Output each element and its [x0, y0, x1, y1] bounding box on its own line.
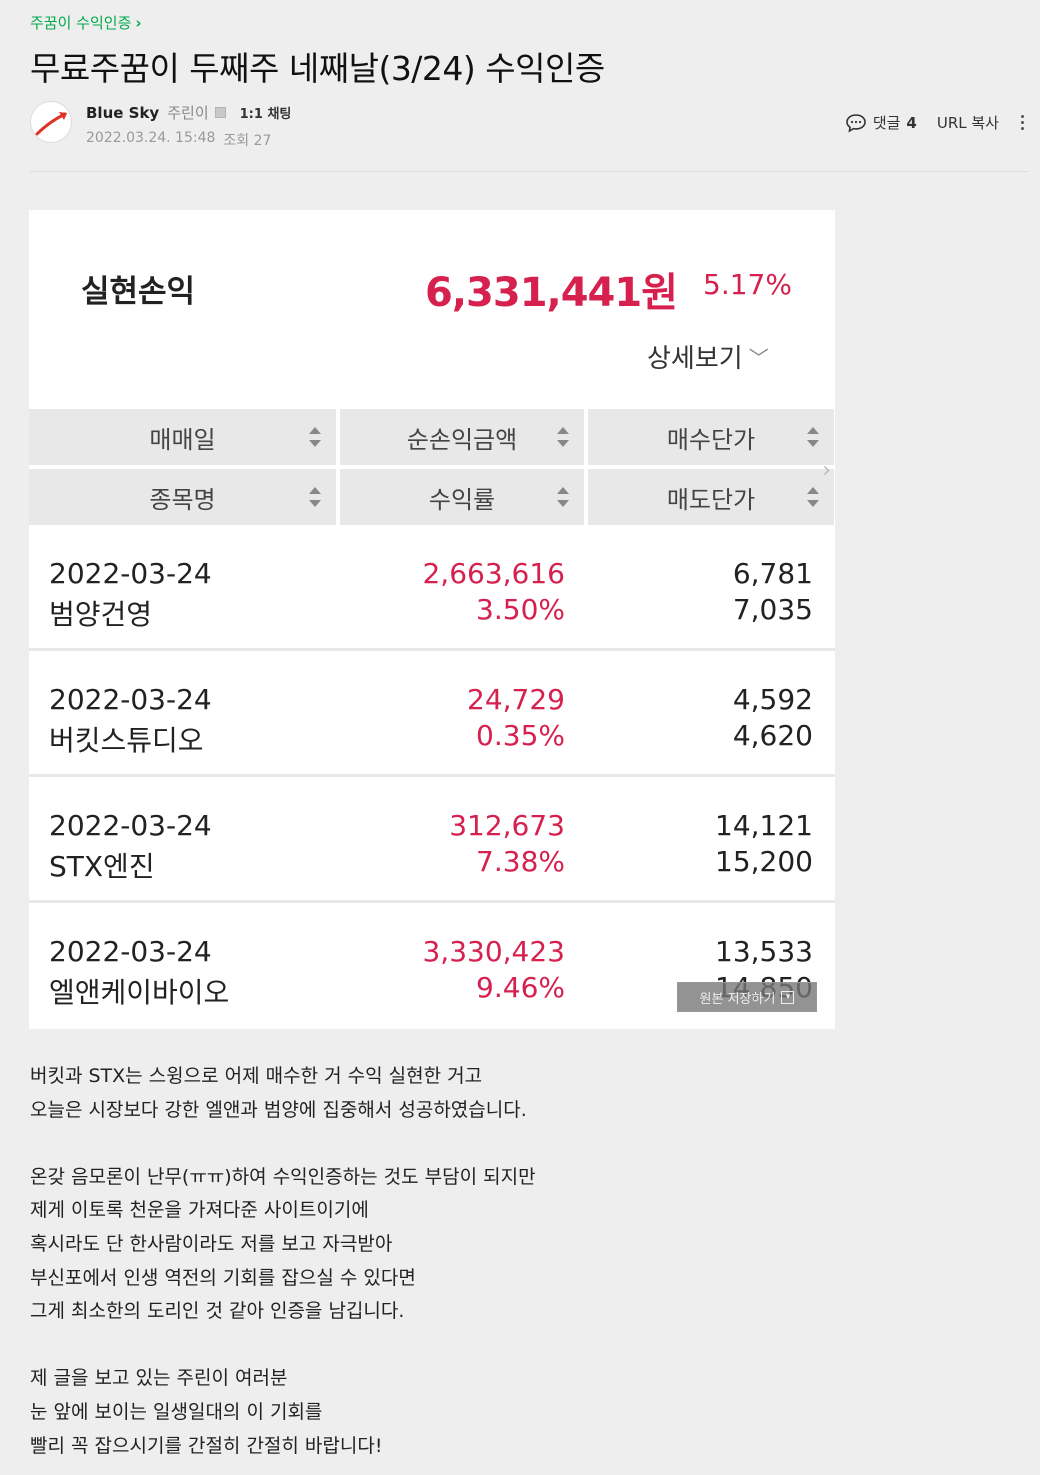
net-profit: 2,663,616 — [422, 557, 565, 590]
author-name[interactable]: Blue Sky — [86, 103, 160, 122]
sort-icon — [309, 427, 321, 447]
stock-name: 버킷스튜디오 — [49, 724, 204, 757]
net-profit: 3,330,423 — [422, 935, 565, 968]
body-line: 눈 앞에 보이는 일생일대의 이 기회를 — [30, 1400, 323, 1423]
detail-label: 상세보기 — [647, 344, 743, 374]
post-views: 조회 27 — [223, 133, 272, 149]
grade-icon — [214, 107, 226, 118]
avatar[interactable] — [30, 101, 72, 143]
body-line: 제게 이토록 천운을 가져다준 사이트이기에 — [30, 1199, 369, 1222]
table-row: 2022-03-24 STX엔진 312,673 7.38% 14,121 15… — [29, 779, 835, 903]
summary-label: 실현손익 — [81, 274, 196, 310]
sort-icon — [309, 487, 321, 507]
save-original-label: 원본 저장하기 — [699, 991, 776, 1007]
column-header: 매매일 — [29, 409, 336, 465]
profit-rate: 7.38% — [476, 845, 565, 878]
body-line: 제 글을 보고 있는 주린이 여러분 — [30, 1367, 288, 1390]
profit-rate: 9.46% — [476, 971, 565, 1004]
column-header: 수익률 — [340, 469, 584, 525]
body-line: 그게 최소한의 도리인 것 같아 인증을 남깁니다. — [30, 1300, 405, 1323]
net-profit: 312,673 — [449, 809, 565, 842]
buy-price: 6,781 — [732, 557, 813, 590]
trade-date: 2022-03-24 — [49, 557, 212, 590]
body-line: 부신포에서 인생 역전의 기회를 잡으실 수 있다면 — [30, 1266, 416, 1289]
buy-price: 13,533 — [715, 935, 813, 968]
comment-button[interactable]: 댓글 4 — [845, 112, 917, 133]
post-meta: 2022.03.24. 15:48 조회 27 — [86, 130, 271, 150]
sell-price: 15,200 — [715, 845, 813, 878]
header-row-1: 매매일 순손익금액 매수단가 — [29, 409, 835, 465]
net-profit: 24,729 — [467, 683, 565, 716]
stock-name: 엘앤케이바이오 — [49, 976, 230, 1009]
chevron-down-icon: ﹀ — [748, 346, 769, 370]
comment-count: 4 — [906, 113, 917, 132]
body-line: 오늘은 시장보다 강한 엘앤과 범양에 집중해서 성공하였습니다. — [30, 1098, 527, 1121]
sort-icon — [557, 487, 569, 507]
sell-price: 7,035 — [732, 593, 813, 626]
post-body: 버킷과 STX는 스윙으로 어제 매수한 거 수익 실현한 거고 오늘은 시장보… — [30, 1060, 830, 1463]
table-row: 2022-03-24 버킷스튜디오 24,729 0.35% 4,592 4,6… — [29, 653, 835, 777]
table-row: 2022-03-24 엘앤케이바이오 3,330,423 9.46% 13,53… — [29, 905, 835, 1029]
column-header: 순손익금액 — [340, 409, 584, 465]
header-row-2: 종목명 수익률 매도단가 — [29, 469, 835, 525]
post-title: 무료주꿈이 두째주 네째날(3/24) 수익인증 — [30, 49, 605, 88]
more-options-icon[interactable] — [1019, 115, 1026, 130]
post-date: 2022.03.24. 15:48 — [86, 130, 216, 146]
trade-date: 2022-03-24 — [49, 809, 212, 842]
comment-label: 댓글 — [872, 114, 901, 132]
board-link[interactable]: 주꿈이 수익인증 › — [30, 12, 142, 33]
detail-button: 상세보기 ﹀ — [647, 338, 769, 375]
post-tools: 댓글 4 URL 복사 — [845, 112, 1026, 133]
body-line — [30, 1329, 830, 1363]
body-line — [30, 1127, 830, 1161]
chat-button[interactable]: 1:1 채팅 — [239, 107, 292, 122]
download-icon: ▾ — [781, 990, 795, 1004]
url-copy-button[interactable]: URL 복사 — [936, 114, 999, 132]
author-row: Blue Sky 주린이 1:1 채팅 — [86, 102, 291, 123]
column-header: 매수단가 — [588, 409, 834, 465]
stock-name: 범양건영 — [49, 598, 153, 631]
body-line: 혹시라도 단 한사람이라도 저를 보고 자극받아 — [30, 1232, 393, 1255]
profit-rate: 0.35% — [476, 719, 565, 752]
buy-price: 14,121 — [715, 809, 813, 842]
sell-price: 4,620 — [732, 719, 813, 752]
column-header: 매도단가 — [588, 469, 834, 525]
save-original-button[interactable]: 원본 저장하기 ▾ — [677, 982, 817, 1012]
chevron-right-icon: › — [822, 458, 831, 483]
author-grade: 주린이 — [167, 104, 209, 122]
trade-date: 2022-03-24 — [49, 935, 212, 968]
buy-price: 4,592 — [732, 683, 813, 716]
summary-rate: 5.17% — [703, 268, 792, 301]
profit-screenshot: 실현손익 6,331,441원 5.17% 상세보기 ﹀ 매매일 순손익금액 매… — [29, 210, 835, 1029]
body-line: 버킷과 STX는 스윙으로 어제 매수한 거 수익 실현한 거고 — [30, 1065, 483, 1087]
avatar-arrow-icon — [35, 112, 67, 136]
profit-rate: 3.50% — [476, 593, 565, 626]
comment-icon — [846, 113, 866, 133]
divider — [30, 171, 1028, 172]
stock-name: STX엔진 — [49, 850, 155, 883]
column-header: 종목명 — [29, 469, 336, 525]
board-name[interactable]: 주꿈이 수익인증 — [30, 14, 132, 32]
body-line: 온갖 음모론이 난무(ㅠㅠ)하여 수익인증하는 것도 부담이 되지만 — [30, 1165, 536, 1188]
chevron-right-icon: › — [135, 13, 142, 32]
trade-date: 2022-03-24 — [49, 683, 212, 716]
sort-icon — [807, 487, 819, 507]
sort-icon — [807, 427, 819, 447]
table-row: 2022-03-24 범양건영 2,663,616 3.50% 6,781 7,… — [29, 527, 835, 651]
sort-icon — [557, 427, 569, 447]
summary-amount: 6,331,441원 — [425, 270, 678, 316]
body-line: 빨리 꼭 잡으시기를 간절히 간절히 바랍니다! — [30, 1434, 383, 1457]
